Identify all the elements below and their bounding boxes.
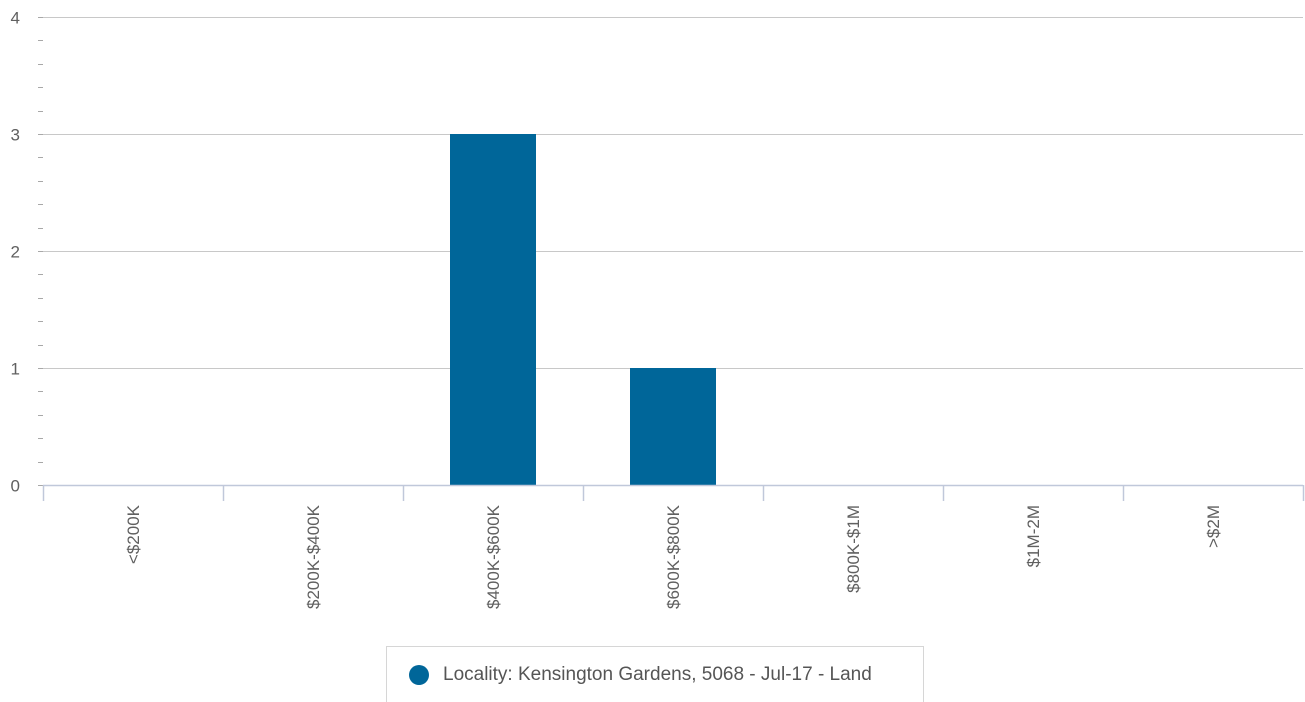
x-tick-label-1: $200K-$400K bbox=[304, 504, 323, 609]
x-tick-label-6: >$2M bbox=[1204, 505, 1223, 548]
legend[interactable]: Locality: Kensington Gardens, 5068 - Jul… bbox=[386, 646, 924, 702]
y-tick-label-1: 1 bbox=[11, 360, 20, 379]
bar-chart: 0 1 2 3 4 <$200K $200K-$400K $400K-$600K $600K-$… bbox=[11, 9, 1305, 609]
y-tick-label-3: 3 bbox=[11, 126, 20, 145]
bar-3[interactable] bbox=[630, 368, 716, 485]
x-tick-label-3: $600K-$800K bbox=[664, 504, 683, 609]
grid-lines bbox=[43, 17, 1303, 369]
y-tick-label-2: 2 bbox=[11, 243, 20, 262]
x-tick-label-0: <$200K bbox=[124, 504, 143, 564]
legend-marker-icon bbox=[409, 664, 429, 685]
y-tick-label-4: 4 bbox=[11, 9, 20, 28]
x-tick-label-2: $400K-$600K bbox=[484, 504, 503, 609]
bars bbox=[450, 134, 716, 485]
y-tick-label-0: 0 bbox=[11, 477, 20, 496]
legend-label: Locality: Kensington Gardens, 5068 - Jul… bbox=[443, 663, 872, 685]
bar-2[interactable] bbox=[450, 134, 536, 485]
axes bbox=[38, 17, 1305, 501]
axis-labels: 0 1 2 3 4 <$200K $200K-$400K $400K-$600K $600K-$… bbox=[11, 9, 1223, 609]
x-tick-label-5: $1M-2M bbox=[1024, 505, 1043, 567]
x-tick-label-4: $800K-$1M bbox=[844, 505, 863, 593]
